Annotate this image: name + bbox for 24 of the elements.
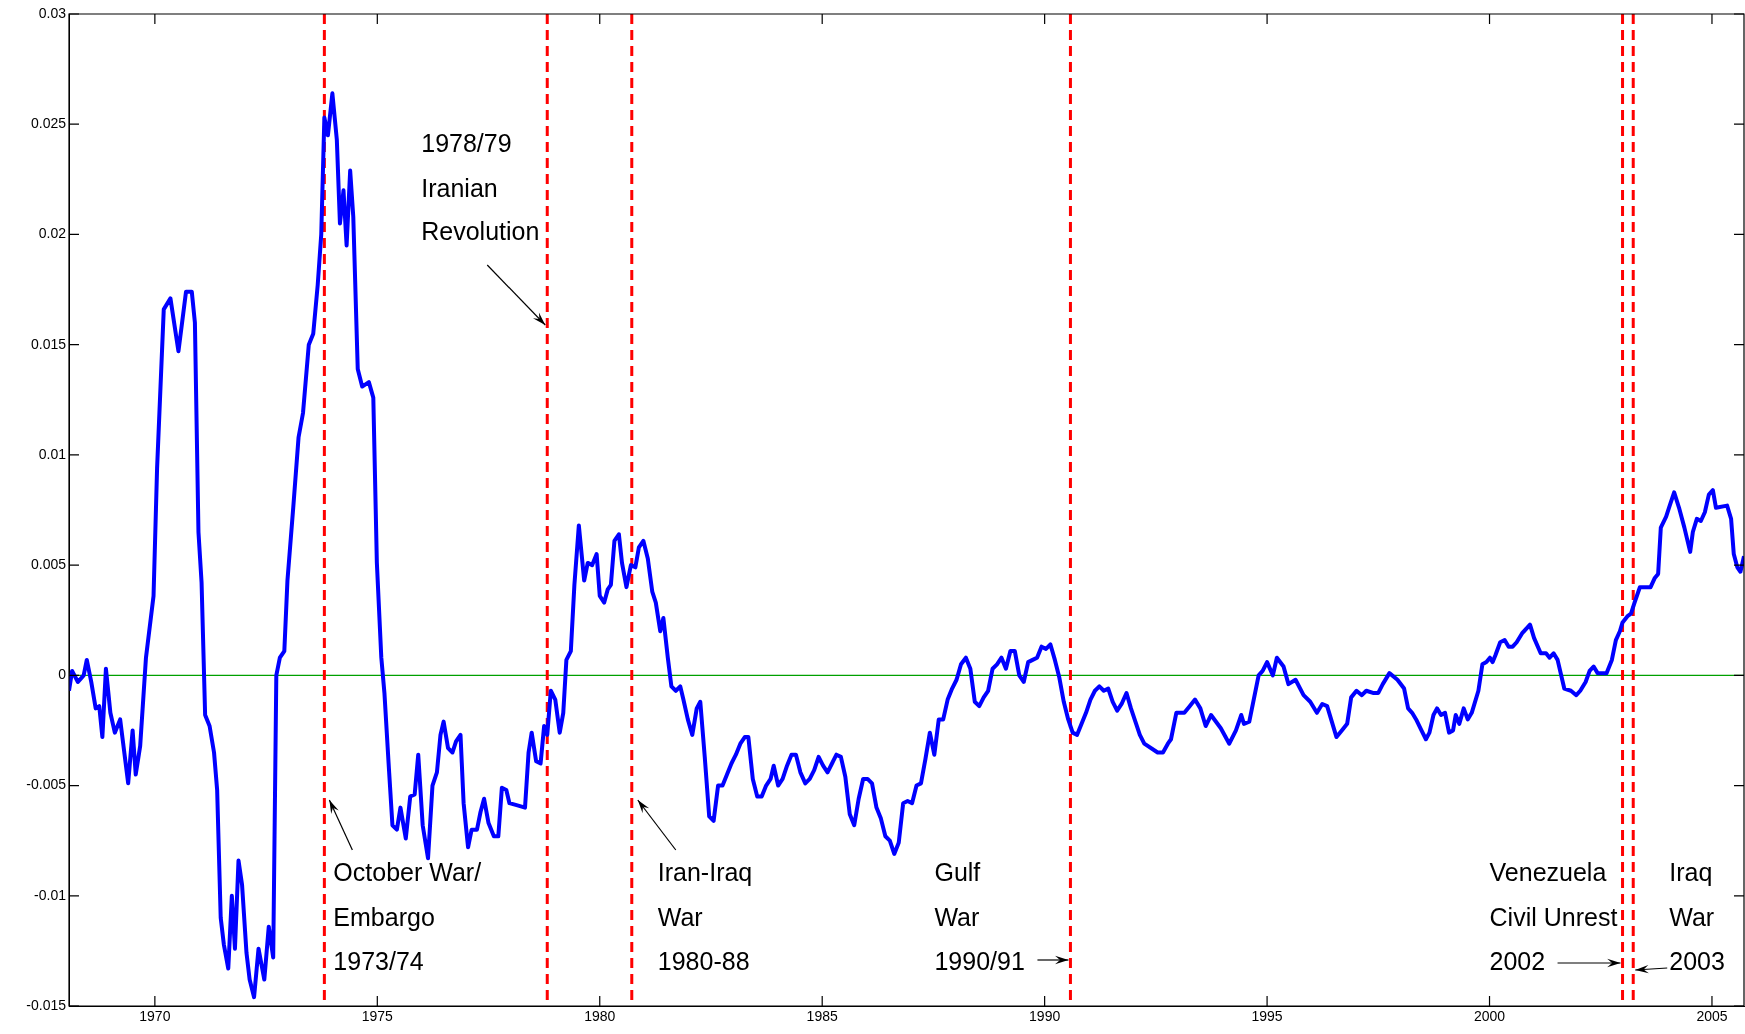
ref-line-label: Gulf War 1990/91 — [934, 857, 1025, 975]
x-tick-label: 1990 — [1029, 1008, 1061, 1025]
y-tick-label: 0.025 — [30, 115, 67, 132]
ref-line-label: Iraq War 2003 — [1669, 857, 1725, 975]
y-tick-label: 0.005 — [30, 555, 67, 572]
ref-line-label: October War/ Embargo 1973/74 — [333, 857, 482, 975]
ref-line-label: Iran-Iraq War 1980-88 — [657, 857, 753, 975]
y-tick-label: 0.01 — [38, 445, 67, 462]
x-tick-label: 1975 — [361, 1008, 394, 1025]
y-tick-label: 0.03 — [38, 4, 67, 21]
y-tick-label: 0.02 — [38, 225, 67, 242]
y-tick-label: -0.015 — [26, 996, 67, 1013]
x-tick-label: 1985 — [806, 1008, 838, 1025]
y-tick-label: 0 — [58, 666, 67, 683]
x-tick-label: 2000 — [1473, 1008, 1506, 1025]
x-tick-label: 2005 — [1696, 1008, 1728, 1025]
x-tick-label: 1970 — [139, 1008, 171, 1025]
y-tick-label: 0.015 — [30, 335, 67, 352]
ref-line-label: 1978/79 Iranian Revolution — [421, 128, 540, 245]
y-tick-label: -0.01 — [34, 886, 67, 903]
ref-line-label: Venezuela Civil Unrest 2002 — [1489, 857, 1618, 975]
x-tick-label: 1980 — [584, 1008, 616, 1025]
y-tick-label: -0.005 — [26, 776, 67, 793]
x-tick-label: 1995 — [1251, 1008, 1283, 1025]
